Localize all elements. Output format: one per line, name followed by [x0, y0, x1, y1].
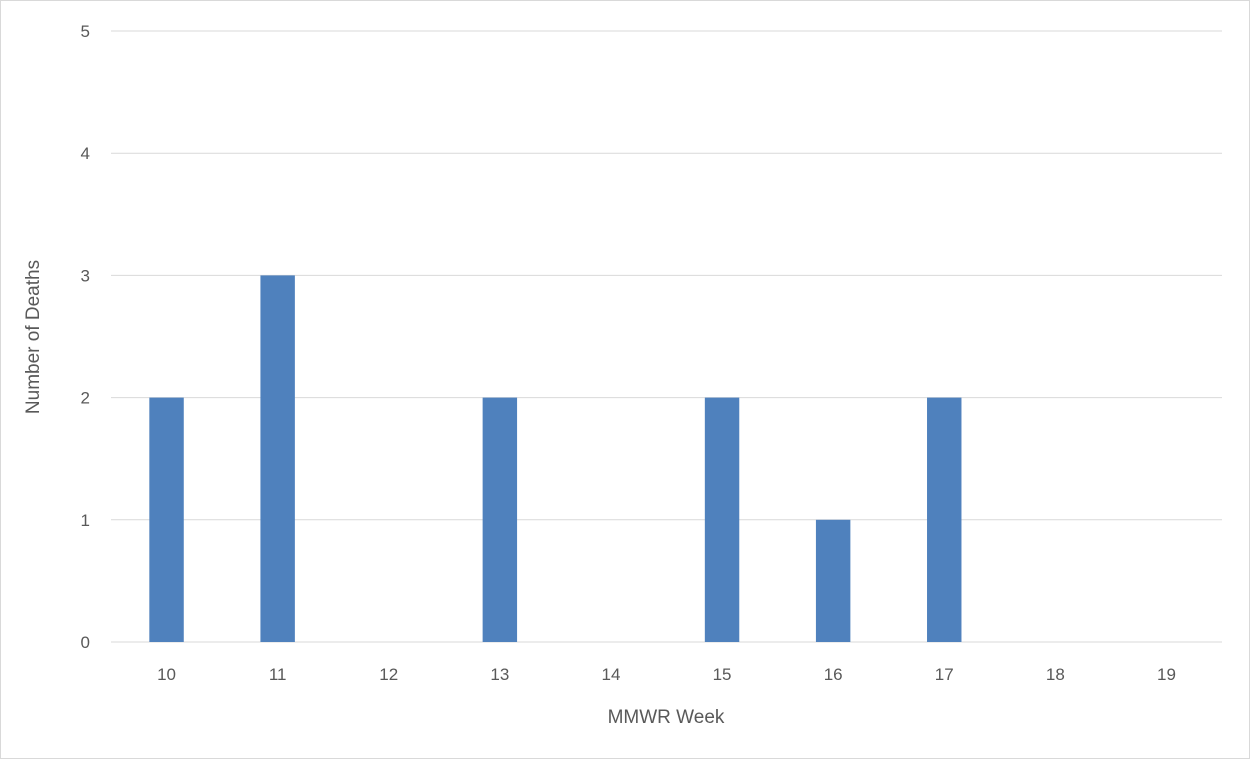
x-tick-label: 10 [157, 665, 176, 684]
x-tick-label: 12 [379, 665, 398, 684]
x-tick-label: 18 [1046, 665, 1065, 684]
bars [149, 275, 962, 642]
y-tick-label: 2 [81, 389, 90, 408]
x-tick-label: 14 [601, 665, 620, 684]
bar-week-11 [260, 275, 295, 642]
bar-week-17 [927, 397, 962, 642]
x-axis-title: MMWR Week [608, 707, 725, 728]
x-tick-label: 15 [713, 665, 732, 684]
x-tick-label: 11 [269, 665, 287, 684]
bar-week-13 [482, 397, 518, 642]
gridlines [111, 30, 1222, 643]
x-tick-label: 13 [490, 665, 509, 684]
y-tick-label: 3 [81, 266, 90, 285]
y-axis-ticks: 0 1 2 3 4 5 [81, 22, 90, 652]
x-axis-ticks: 10 11 12 13 14 15 16 17 18 19 [157, 665, 1176, 684]
bar-week-15 [704, 397, 740, 642]
y-tick-label: 0 [81, 633, 90, 652]
x-tick-label: 19 [1157, 665, 1176, 684]
x-tick-label: 16 [824, 665, 843, 684]
bar-week-16 [815, 519, 851, 642]
bar-week-10 [149, 397, 184, 642]
y-tick-label: 4 [81, 144, 90, 163]
y-tick-label: 5 [81, 22, 90, 41]
y-axis-title: Number of Deaths [23, 260, 44, 414]
y-tick-label: 1 [81, 511, 90, 530]
x-tick-label: 17 [935, 665, 954, 684]
